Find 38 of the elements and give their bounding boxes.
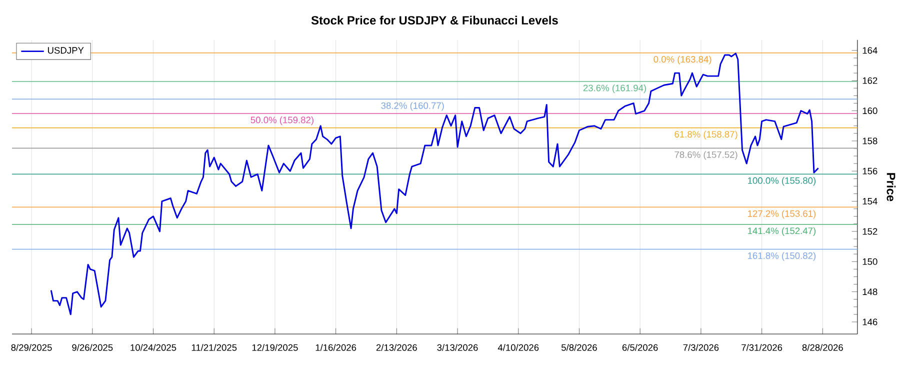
x-tick-label: 8/28/2026 (802, 344, 843, 351)
y-tick-label: 152 (862, 228, 878, 235)
y-tick-label: 162 (862, 77, 878, 84)
y-tick-label: 150 (862, 258, 878, 265)
legend-label: USDJPY (48, 47, 84, 54)
ref-line-label: 100.0% (155.80) (748, 177, 816, 186)
ref-line-label: 38.2% (160.77) (381, 102, 444, 111)
ref-line-label: 61.8% (158.87) (674, 130, 738, 140)
y-tick-label: 160 (862, 108, 878, 114)
y-tick-label: 148 (862, 288, 878, 296)
ref-line-label: 78.6% (157.52) (674, 151, 738, 160)
x-tick-label: 1/16/2026 (316, 344, 356, 351)
y-tick-label: 146 (862, 318, 878, 326)
ref-line-label: 50.0% (159.82) (250, 116, 314, 126)
x-tick-label: 3/13/2026 (437, 344, 478, 351)
y-tick-label: 156 (862, 168, 878, 174)
ref-line-label: 141.4% (152.47) (748, 227, 816, 236)
x-tick-label: 7/31/2026 (742, 344, 782, 351)
ref-line-label: 0.0% (163.84) (654, 56, 712, 64)
x-tick-label: 11/21/2025 (192, 344, 237, 351)
line-series (50, 52, 820, 316)
x-tick-label: 5/8/2026 (562, 344, 597, 351)
y-tick-label: 164 (862, 47, 878, 54)
y-tick-label: 158 (862, 138, 878, 144)
x-tick-label: 6/5/2026 (622, 344, 658, 351)
y-axis-title: Price (886, 173, 896, 202)
x-tick-label: 9/26/2025 (72, 344, 113, 351)
ref-line-label: 23.6% (161.94) (583, 84, 646, 94)
ref-line-label: 161.8% (150.82) (748, 252, 816, 261)
x-tick-label: 12/19/2025 (252, 344, 298, 351)
ref-line-label: 127.2% (153.61) (748, 210, 816, 219)
x-tick-label: 2/13/2026 (376, 344, 417, 351)
x-tick-label: 10/24/2025 (130, 344, 176, 351)
x-tick-label: 4/10/2026 (498, 344, 539, 351)
x-tick-label: 8/29/2025 (11, 344, 52, 351)
chart-title: Stock Price for USDJPY & Fibunacci Levels (311, 16, 558, 25)
y-tick-label: 154 (862, 198, 878, 205)
x-tick-label: 7/3/2026 (683, 344, 719, 351)
